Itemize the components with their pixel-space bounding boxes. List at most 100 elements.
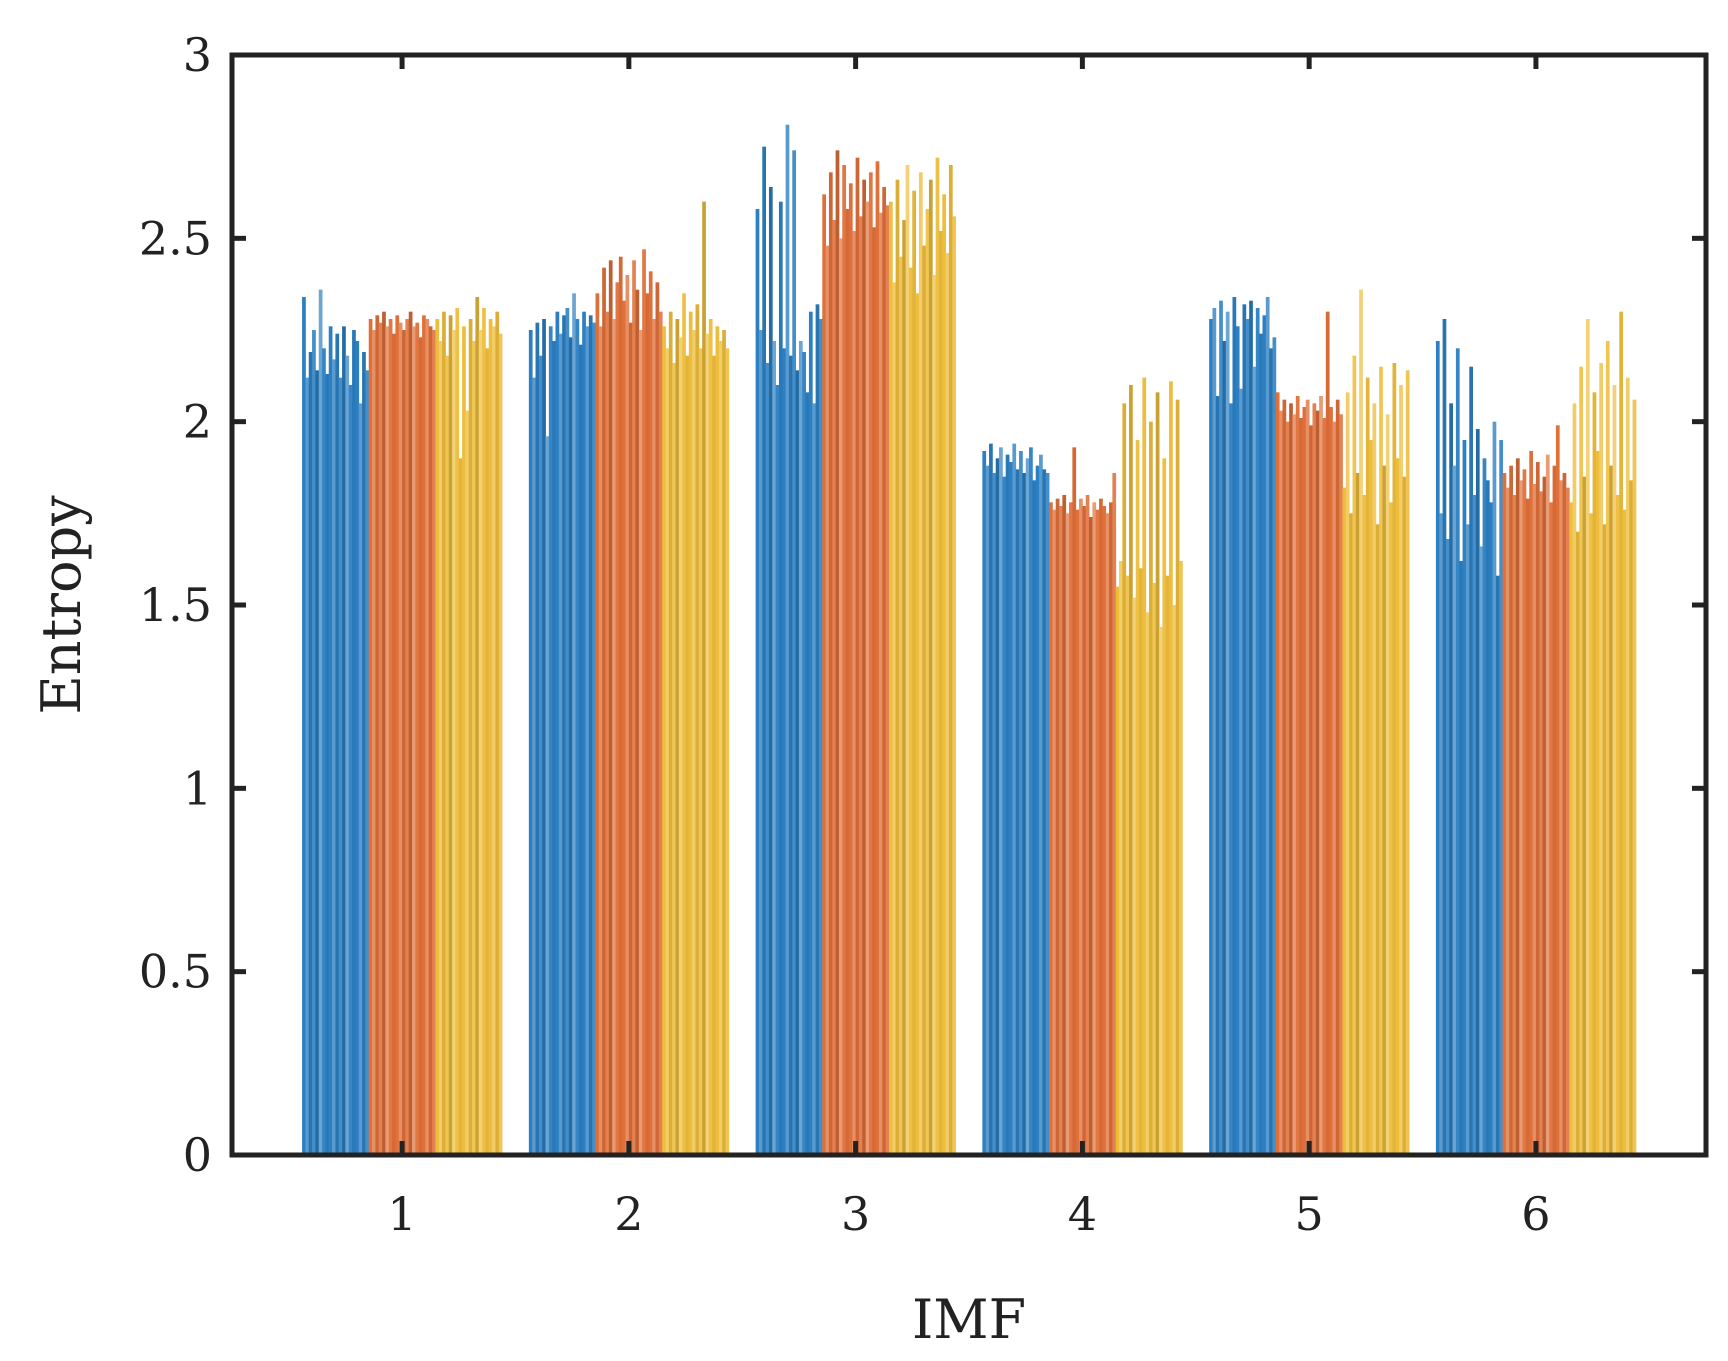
- bar-imf4-series2-13: [1089, 517, 1093, 1155]
- bar-imf2-series2-6: [612, 319, 616, 1155]
- bar-imf3-series3-4: [898, 256, 903, 1155]
- bar-imf4-series1-17: [1035, 465, 1040, 1155]
- bar-imf4-series2-19: [1109, 502, 1113, 1156]
- bar-imf2-series1-14: [572, 293, 576, 1156]
- bar-imf5-series1-1: [1209, 319, 1213, 1155]
- bar-imf5-series2-14: [1319, 396, 1323, 1155]
- bar-imf3-series1-2: [758, 330, 763, 1155]
- bar-imf5-series3-12: [1379, 366, 1383, 1155]
- bar-imf5-series2-11: [1309, 425, 1313, 1156]
- bar-imf6-series1-12: [1472, 495, 1477, 1155]
- bar-imf5-series1-10: [1239, 388, 1243, 1155]
- bar-imf4-series3-13: [1155, 392, 1160, 1156]
- bar-imf5-series2-2: [1279, 410, 1283, 1155]
- bar-imf1-series3-17: [488, 319, 493, 1155]
- bar-imf3-series2-20: [885, 205, 890, 1155]
- bar-imf3-series3-20: [952, 216, 957, 1155]
- bar-imf6-series1-9: [1462, 440, 1467, 1155]
- bar-imf3-series2-3: [828, 172, 833, 1155]
- bar-imf4-series3-14: [1159, 627, 1163, 1155]
- bar-imf2-series1-3: [535, 322, 540, 1155]
- bar-imf3-series1-16: [805, 392, 810, 1156]
- bar-imf5-series2-12: [1312, 403, 1317, 1156]
- bar-imf3-series1-17: [808, 311, 813, 1155]
- y-axis-title: Entropy: [30, 495, 93, 715]
- bar-imf1-series2-5: [382, 311, 386, 1155]
- bar-imf1-series2-12: [405, 319, 410, 1155]
- bar-imf2-series1-9: [555, 311, 560, 1155]
- bar-imf3-series3-14: [932, 275, 937, 1155]
- x-tick-label-6: 6: [1521, 1187, 1550, 1241]
- bar-imf4-series1-11: [1015, 469, 1020, 1156]
- bar-imf5-series1-8: [1232, 297, 1237, 1155]
- bar-imf3-series3-15: [935, 157, 940, 1156]
- ticks-layer: [232, 52, 1706, 1158]
- bar-imf5-series3-5: [1355, 473, 1360, 1155]
- bar-imf2-series3-18: [718, 341, 723, 1155]
- bar-imf6-series2-19: [1562, 473, 1567, 1155]
- bar-imf6-series3-12: [1605, 341, 1610, 1155]
- bar-imf1-series3-18: [492, 326, 496, 1156]
- bar-imf3-series3-12: [925, 209, 930, 1155]
- bar-imf3-series2-11: [855, 157, 860, 1156]
- bar-imf4-series3-1: [1115, 586, 1120, 1155]
- bar-imf4-series2-6: [1065, 513, 1070, 1155]
- bar-imf1-series1-7: [322, 348, 326, 1156]
- bar-imf4-series1-6: [999, 447, 1003, 1156]
- bar-imf5-series2-6: [1292, 414, 1297, 1156]
- bar-imf3-series1-5: [768, 187, 773, 1155]
- bar-imf1-series2-1: [368, 319, 373, 1155]
- x-axis-title: IMF: [912, 1288, 1026, 1351]
- bar-imf2-series1-20: [592, 322, 596, 1155]
- bar-imf1-series2-10: [398, 322, 403, 1155]
- bar-imf3-series1-4: [765, 363, 770, 1155]
- bar-imf4-series3-9: [1142, 377, 1147, 1155]
- bar-imf2-series3-5: [675, 319, 680, 1155]
- bar-imf5-series1-15: [1255, 308, 1260, 1155]
- bar-imf3-series2-6: [838, 238, 843, 1155]
- bar-imf1-series1-10: [332, 359, 336, 1156]
- bar-imf3-series2-12: [858, 216, 863, 1155]
- bar-imf6-series3-11: [1602, 524, 1607, 1155]
- bar-imf4-series1-12: [1019, 451, 1023, 1155]
- bar-imf1-series3-8: [458, 458, 463, 1156]
- bar-imf3-series2-10: [852, 231, 857, 1155]
- bar-imf4-series3-16: [1165, 575, 1170, 1155]
- bar-imf5-series2-20: [1339, 414, 1343, 1156]
- bar-imf5-series3-14: [1385, 414, 1390, 1156]
- bar-imf2-series2-8: [618, 256, 623, 1155]
- bar-imf2-series3-11: [695, 304, 700, 1156]
- bar-imf4-series3-6: [1132, 597, 1137, 1155]
- bar-imf1-series3-10: [465, 410, 470, 1155]
- bar-imf4-series2-17: [1102, 506, 1107, 1155]
- bar-imf3-series1-8: [778, 201, 783, 1156]
- bar-imf6-series2-18: [1559, 480, 1563, 1156]
- bar-imf5-series2-9: [1302, 407, 1307, 1155]
- bar-imf6-series3-15: [1615, 495, 1620, 1155]
- bar-imf2-series2-5: [608, 260, 613, 1156]
- bar-imf6-series2-10: [1532, 484, 1537, 1155]
- bar-imf1-series2-3: [375, 315, 380, 1156]
- bar-imf6-series2-9: [1529, 451, 1533, 1155]
- bar-imf1-series2-7: [388, 319, 393, 1155]
- bar-imf4-series3-5: [1129, 385, 1133, 1155]
- y-tick-label-3: 3: [183, 28, 212, 82]
- bar-imf5-series2-1: [1275, 392, 1280, 1156]
- bar-imf6-series3-1: [1569, 502, 1573, 1156]
- bar-imf2-series2-18: [652, 319, 656, 1155]
- bar-imf5-series2-4: [1285, 421, 1290, 1155]
- bar-imf6-series3-4: [1579, 366, 1583, 1155]
- bar-imf6-series2-14: [1545, 454, 1550, 1155]
- bar-imf3-series2-5: [835, 150, 840, 1155]
- bar-imf5-series1-14: [1252, 366, 1257, 1155]
- bar-imf4-series3-10: [1145, 612, 1150, 1155]
- bar-imf6-series2-2: [1505, 487, 1510, 1155]
- bar-imf3-series3-18: [945, 253, 950, 1155]
- bar-imf3-series2-14: [865, 201, 870, 1156]
- bar-imf3-series3-3: [895, 179, 900, 1156]
- bar-imf3-series1-18: [812, 403, 817, 1156]
- bar-imf4-series3-19: [1175, 399, 1180, 1155]
- bar-imf6-series1-15: [1482, 458, 1487, 1156]
- bar-imf4-series1-5: [995, 458, 1000, 1156]
- bar-imf1-series2-8: [392, 333, 396, 1155]
